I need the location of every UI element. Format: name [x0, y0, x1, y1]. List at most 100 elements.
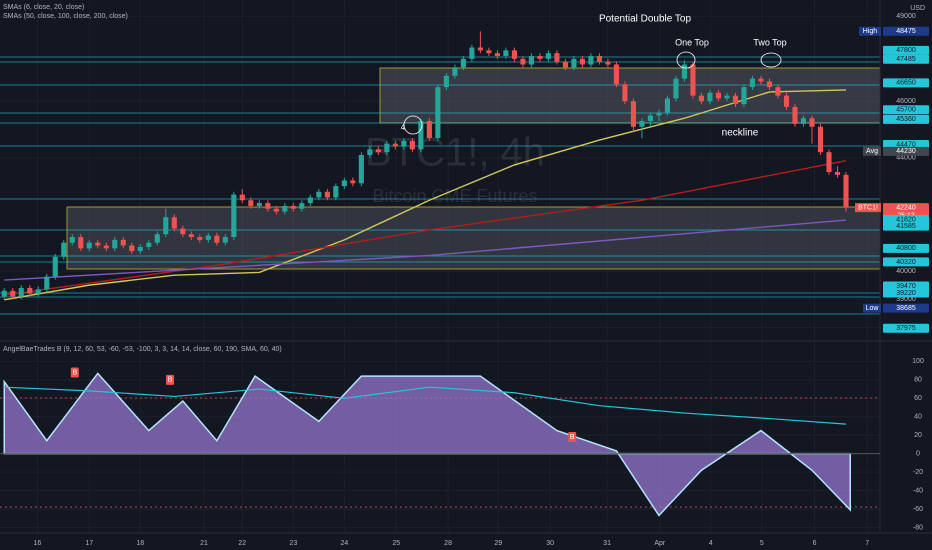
price-tag: [883, 303, 929, 313]
candle-body: [341, 180, 347, 187]
price-tag: [883, 257, 929, 267]
legend: SMAs (6, close, 20, close): [3, 4, 84, 11]
tag-box: [855, 203, 881, 213]
circle: [676, 51, 696, 69]
candle-body: [154, 234, 160, 243]
candle-body: [205, 235, 211, 240]
x-tick-label: 28: [444, 540, 452, 547]
candle-body: [477, 47, 483, 51]
candle-body: [664, 98, 670, 113]
price-tag: [883, 146, 929, 156]
candle-body: [698, 95, 704, 102]
x-tick-label: 7: [865, 540, 869, 547]
candle-body: [18, 287, 24, 297]
x-tick-label: 21: [200, 540, 208, 547]
indicator-tick-label: 100: [912, 358, 924, 365]
candle-body: [10, 290, 16, 297]
candle-body: [69, 237, 75, 243]
y-tick-label: 46000: [896, 98, 916, 105]
tag-label: Low: [866, 305, 880, 312]
indicator-tick-label: 40: [914, 414, 922, 421]
signal: [568, 432, 577, 443]
candle-body: [792, 106, 798, 124]
candle-body: [120, 239, 126, 246]
candle-body: [596, 56, 602, 62]
price-tag-label: 44470: [896, 141, 916, 148]
price-tag: [883, 243, 929, 253]
candle-body: [724, 95, 730, 99]
x-tick-label: 16: [34, 540, 42, 547]
candle-body: [435, 87, 441, 139]
candle-body: [112, 239, 118, 249]
candle-body: [316, 191, 322, 198]
candle-body: [749, 78, 756, 88]
moving-average: [4, 89, 847, 301]
candle-body: [188, 234, 194, 238]
indicator-title: AngelBaeTrades B (9, 12, 60, 53, -60, -5…: [3, 346, 282, 353]
candle-body: [1, 290, 7, 297]
x-tick-label: 24: [340, 540, 348, 547]
candle-body: [61, 242, 67, 257]
price-tag-label: 38685: [896, 305, 916, 312]
candle-body: [758, 78, 764, 82]
price-tag: [883, 78, 929, 88]
indicator-tick-label: 0: [916, 450, 920, 457]
candle-body: [367, 149, 373, 156]
tag-label: High: [863, 28, 878, 35]
candle-body: [622, 84, 628, 102]
price-tag: [883, 45, 929, 55]
candle-body: [78, 237, 84, 249]
annotation-title: Potential Double Top: [599, 14, 692, 25]
candle-body: [486, 50, 492, 54]
price-tag-label: 37975: [896, 325, 916, 332]
candle-body: [401, 140, 407, 147]
x-tick-label: 22: [238, 540, 246, 547]
annotation: Two Top: [753, 37, 786, 47]
candle-body: [656, 112, 662, 116]
indicator-tick-label: 60: [914, 395, 922, 402]
signal-label: B: [72, 369, 77, 376]
price-tag-label: 39220: [896, 290, 916, 297]
currency: USD: [910, 5, 925, 12]
candle-body: [358, 155, 364, 184]
y-tick-label: 40000: [896, 268, 916, 275]
y-tick-label: 49000: [896, 13, 916, 20]
candle-body: [817, 126, 824, 153]
candle-body: [163, 217, 169, 235]
price-tag: [883, 54, 929, 64]
tag-box: [859, 26, 881, 36]
price-tag-label: 41820: [896, 216, 916, 223]
price-tag: [883, 288, 929, 298]
x-tick-label: Apr: [654, 540, 666, 547]
candle-body: [129, 245, 135, 252]
legend: SMAs (50, close, 100, close, 200, close): [3, 13, 128, 20]
moving-average: [4, 159, 847, 296]
candle-body: [520, 58, 526, 65]
x-tick-label: 25: [392, 540, 400, 547]
candle-body: [290, 205, 296, 209]
candle-body: [324, 191, 330, 198]
indicator-tick-label: -60: [913, 506, 923, 513]
candle-body: [409, 140, 415, 150]
price-tag: [883, 105, 929, 115]
tag-box: [863, 303, 881, 313]
candle-body: [27, 287, 33, 294]
candle-body: [554, 53, 560, 62]
candle-body: [715, 92, 722, 99]
x-tick-label: 4: [709, 540, 713, 547]
candle-body: [375, 149, 381, 153]
circle: [403, 115, 423, 135]
candle-body: [579, 58, 585, 65]
price-tag: [883, 323, 929, 333]
indicator-tick-label: -40: [913, 487, 923, 494]
candle-body: [511, 50, 517, 59]
x-tick-label: 23: [289, 540, 297, 547]
candle-body: [843, 174, 849, 208]
candle-body: [452, 67, 458, 76]
price-tag: [883, 114, 929, 124]
price-tag: [883, 221, 929, 231]
candle-body: [639, 121, 645, 127]
signal: [166, 374, 175, 385]
candle-body: [469, 47, 475, 59]
candle-body: [741, 87, 747, 105]
